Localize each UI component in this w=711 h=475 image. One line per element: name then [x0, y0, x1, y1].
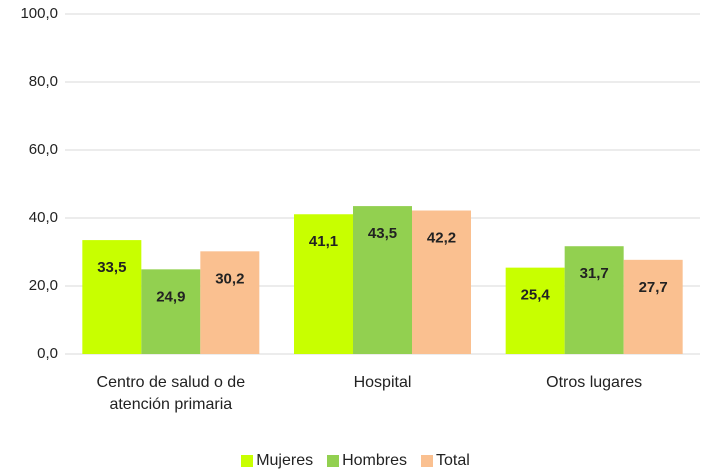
data-label: 30,2: [215, 270, 244, 287]
legend-item: Hombres: [327, 452, 407, 470]
bar: [141, 269, 201, 354]
bar: [564, 246, 624, 354]
y-tick-label: 100,0: [20, 5, 58, 22]
data-label: 25,4: [521, 287, 551, 304]
data-label: 33,5: [97, 259, 126, 276]
legend-label: Hombres: [342, 452, 407, 469]
legend-swatch: [241, 455, 254, 467]
bar: [294, 214, 353, 354]
legend-label: Total: [436, 452, 470, 469]
y-tick-label: 20,0: [29, 277, 58, 294]
legend-swatch: [327, 455, 340, 467]
data-label: 24,9: [156, 288, 185, 305]
data-label: 31,7: [580, 265, 609, 282]
bar: [200, 251, 260, 354]
data-label: 41,1: [309, 233, 338, 250]
bar: [623, 259, 683, 354]
legend: Mujeres Hombres Total: [0, 452, 711, 470]
x-tick-label: Centro de salud o de atención primaria: [96, 374, 246, 413]
bar: [505, 267, 565, 354]
y-tick-label: 40,0: [29, 209, 58, 226]
x-tick-label: Hospital: [353, 374, 412, 391]
legend-item: Mujeres: [241, 452, 313, 470]
bar: [353, 206, 412, 354]
y-tick-label: 60,0: [29, 141, 58, 158]
x-tick-label: Otros lugares: [546, 374, 643, 391]
legend-label: Mujeres: [256, 452, 314, 469]
bar: [412, 210, 471, 354]
bar: [82, 240, 142, 354]
chart: 0,0 20,0 40,0 60,0 80,0 100,0 33,5 24,9 30,2 41,1…: [20, 5, 700, 362]
legend-swatch: [421, 455, 433, 467]
legend-item: Total: [421, 452, 470, 470]
y-tick-label: 80,0: [29, 73, 58, 90]
data-label: 43,5: [368, 225, 397, 242]
y-tick-label: 0,0: [37, 345, 58, 362]
data-label: 27,7: [639, 279, 668, 296]
data-label: 42,2: [427, 229, 456, 246]
